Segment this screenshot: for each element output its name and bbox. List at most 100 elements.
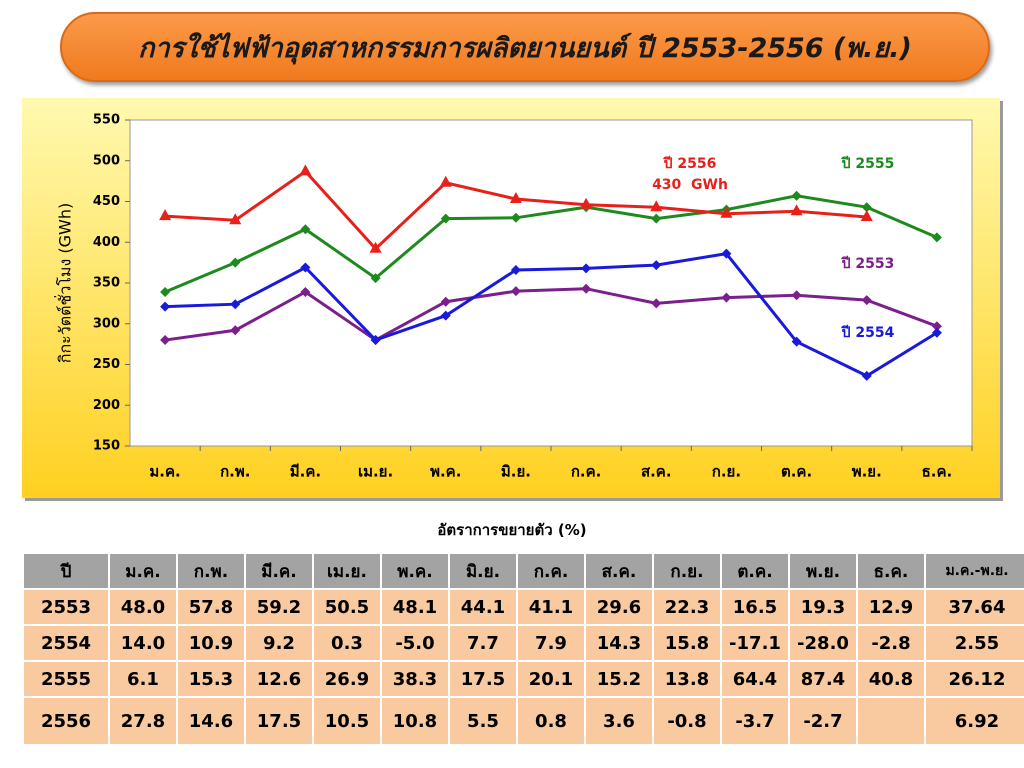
point-marker bbox=[300, 262, 311, 273]
x-tick-label: ก.ค. bbox=[571, 463, 602, 481]
x-tick-label: ก.พ. bbox=[220, 463, 250, 481]
table-cell: 26.12 bbox=[924, 660, 1024, 698]
point-marker bbox=[791, 336, 802, 347]
point-marker bbox=[580, 197, 593, 209]
point-marker bbox=[721, 292, 732, 303]
table-cell: 40.8 bbox=[856, 660, 926, 698]
point-marker bbox=[861, 202, 872, 213]
y-tick-label: 150 bbox=[93, 439, 120, 454]
table-cell: 10.9 bbox=[176, 624, 246, 662]
point-marker bbox=[230, 325, 241, 336]
table-cell: 12.9 bbox=[856, 588, 926, 626]
table-cell: 7.7 bbox=[448, 624, 518, 662]
table-cell: 15.2 bbox=[584, 660, 654, 698]
table-row: 2556 27.8 14.6 17.5 10.5 10.8 5.5 0.8 3.6 -0.8 -3.… bbox=[22, 696, 1024, 746]
table-cell: 48.1 bbox=[380, 588, 450, 626]
y-tick-label: 450 bbox=[93, 194, 120, 209]
table-cell: -2.8 bbox=[856, 624, 926, 662]
series-line bbox=[165, 252, 938, 378]
table-cell: -3.7 bbox=[720, 696, 790, 746]
point-marker bbox=[230, 257, 241, 268]
series-line bbox=[164, 287, 938, 342]
table-cell: 2555 bbox=[22, 660, 110, 698]
table-cell: 2556 bbox=[22, 696, 110, 746]
x-tick-label: ธ.ค. bbox=[922, 463, 953, 481]
table-cell: 3.6 bbox=[584, 696, 654, 746]
point-marker bbox=[439, 175, 452, 187]
table-cell: 5.5 bbox=[448, 696, 518, 746]
table-row: 2554 14.0 10.9 9.2 0.3 -5.0 7.7 7.9 14.3 15.8 -17.… bbox=[22, 624, 1024, 662]
table-row: 2553 48.0 57.8 59.2 50.5 48.1 44.1 41.1 29.6 22.3… bbox=[22, 588, 1024, 626]
table-cell: 57.8 bbox=[176, 588, 246, 626]
table-cell: 27.8 bbox=[108, 696, 178, 746]
table-caption: อัตราการขยายตัว (%) bbox=[437, 521, 587, 539]
table-cell: 15.3 bbox=[176, 660, 246, 698]
y-axis-label: กิกะวัตต์ชั่วโมง (GWh) bbox=[54, 203, 75, 363]
header-cell: ธ.ค. bbox=[856, 552, 926, 590]
table-cell: 20.1 bbox=[516, 660, 586, 698]
table-cell: 50.5 bbox=[312, 588, 382, 626]
series-label: ปี 2555 bbox=[840, 156, 894, 172]
point-marker bbox=[299, 164, 312, 176]
chart: กิกะวัตต์ชั่วโมง (GWh) 150 200 250 300 350 40… bbox=[22, 98, 1003, 501]
point-marker bbox=[160, 286, 171, 297]
table-cell: 17.5 bbox=[448, 660, 518, 698]
table-cell: 13.8 bbox=[652, 660, 722, 698]
header-cell: มี.ค. bbox=[244, 552, 314, 590]
table-cell: 59.2 bbox=[244, 588, 314, 626]
point-marker bbox=[510, 286, 521, 297]
header-cell: พ.ค. bbox=[380, 552, 450, 590]
x-tick-label: เม.ย. bbox=[358, 463, 393, 481]
point-marker bbox=[791, 190, 802, 201]
header-cell: ปี bbox=[22, 552, 110, 590]
table-cell: 0.8 bbox=[516, 696, 586, 746]
table-cell: 17.5 bbox=[244, 696, 314, 746]
table-cell: 29.6 bbox=[584, 588, 654, 626]
header-cell: มิ.ย. bbox=[448, 552, 518, 590]
header-cell: ก.ย. bbox=[652, 552, 722, 590]
table-cell: 87.4 bbox=[788, 660, 858, 698]
x-tick-label: ก.ย. bbox=[712, 463, 741, 481]
point-marker bbox=[370, 273, 381, 284]
header-cell: ต.ค. bbox=[720, 552, 790, 590]
table-cell: 14.0 bbox=[108, 624, 178, 662]
point-marker bbox=[861, 295, 872, 306]
table-cell: 26.9 bbox=[312, 660, 382, 698]
header-cell: ก.พ. bbox=[176, 552, 246, 590]
table-cell: -17.1 bbox=[720, 624, 790, 662]
point-marker bbox=[651, 260, 662, 271]
series-line bbox=[164, 194, 938, 294]
series-label: ปี 2556 bbox=[662, 156, 716, 172]
x-tick-label: พ.ค. bbox=[430, 463, 461, 481]
point-marker bbox=[581, 263, 592, 274]
header-row: ปี ม.ค. ก.พ. มี.ค. เม.ย. พ.ค. มิ.ย. ก.ค. ส.ค. ก.ย… bbox=[22, 552, 1024, 590]
point-marker bbox=[790, 204, 803, 216]
point-marker bbox=[440, 310, 451, 321]
table-cell: 44.1 bbox=[448, 588, 518, 626]
point-marker bbox=[369, 241, 382, 253]
table-cell: 0.3 bbox=[312, 624, 382, 662]
table-cell: -2.7 bbox=[788, 696, 858, 746]
point-marker bbox=[510, 212, 521, 223]
point-marker bbox=[931, 327, 942, 338]
y-tick-label: 500 bbox=[93, 153, 120, 168]
point-marker bbox=[159, 209, 172, 221]
table-cell: 48.0 bbox=[108, 588, 178, 626]
x-tick-label: ต.ค. bbox=[781, 463, 812, 481]
table-cell: 9.2 bbox=[244, 624, 314, 662]
table-cell: 10.5 bbox=[312, 696, 382, 746]
x-tick-label: พ.ย. bbox=[852, 463, 882, 481]
header-cell: เม.ย. bbox=[312, 552, 382, 590]
y-tick-label: 550 bbox=[93, 113, 120, 128]
table-cell: 19.3 bbox=[788, 588, 858, 626]
table-cell: 22.3 bbox=[652, 588, 722, 626]
table-cell: 6.1 bbox=[108, 660, 178, 698]
header-cell: ส.ค. bbox=[584, 552, 654, 590]
table-cell: 6.92 bbox=[924, 696, 1024, 746]
point-marker bbox=[230, 299, 241, 310]
table-cell: 14.6 bbox=[176, 696, 246, 746]
slide-title: การใช้ไฟฟ้าอุตสาหกรรมการผลิตยานยนต์ ปี 2… bbox=[60, 12, 990, 82]
table-cell: 38.3 bbox=[380, 660, 450, 698]
series-label: ปี 2553 bbox=[840, 256, 894, 272]
